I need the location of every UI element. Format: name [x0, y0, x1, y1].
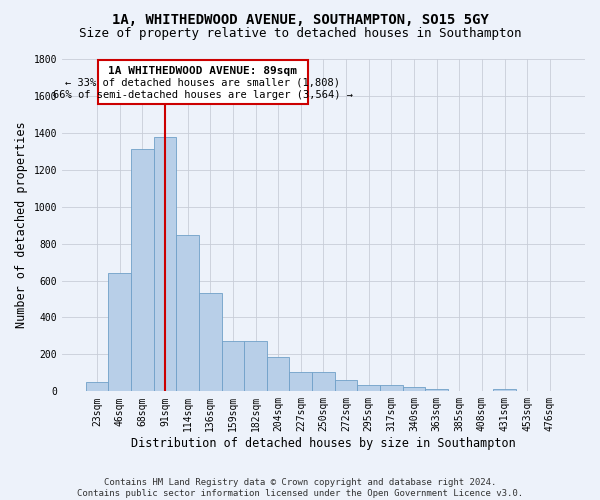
Bar	[244, 340, 267, 392]
Text: Size of property relative to detached houses in Southampton: Size of property relative to detached ho…	[79, 28, 521, 40]
Bar	[425, 388, 448, 392]
Bar	[380, 385, 403, 392]
Bar	[86, 382, 109, 392]
Bar	[176, 236, 199, 392]
Text: ← 33% of detached houses are smaller (1,808): ← 33% of detached houses are smaller (1,…	[65, 78, 340, 88]
Text: 66% of semi-detached houses are larger (3,564) →: 66% of semi-detached houses are larger (…	[53, 90, 353, 101]
Bar	[267, 357, 289, 392]
FancyBboxPatch shape	[98, 60, 308, 104]
Bar	[335, 380, 358, 392]
Bar	[131, 150, 154, 392]
Bar	[312, 372, 335, 392]
Y-axis label: Number of detached properties: Number of detached properties	[15, 122, 28, 328]
Text: 1A, WHITHEDWOOD AVENUE, SOUTHAMPTON, SO15 5GY: 1A, WHITHEDWOOD AVENUE, SOUTHAMPTON, SO1…	[112, 12, 488, 26]
Bar	[109, 273, 131, 392]
Bar	[358, 385, 380, 392]
Bar	[154, 136, 176, 392]
Bar	[493, 390, 516, 392]
Text: Contains HM Land Registry data © Crown copyright and database right 2024.
Contai: Contains HM Land Registry data © Crown c…	[77, 478, 523, 498]
Bar	[199, 294, 221, 392]
X-axis label: Distribution of detached houses by size in Southampton: Distribution of detached houses by size …	[131, 437, 516, 450]
Text: 1A WHITHEDWOOD AVENUE: 89sqm: 1A WHITHEDWOOD AVENUE: 89sqm	[109, 66, 298, 76]
Bar	[289, 372, 312, 392]
Bar	[221, 340, 244, 392]
Bar	[403, 386, 425, 392]
